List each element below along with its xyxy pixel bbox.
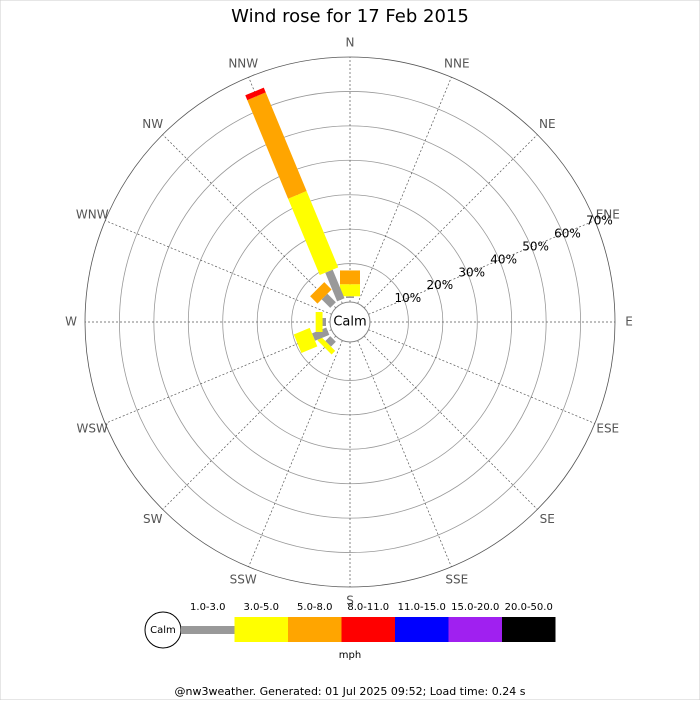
r-tick-label: 60% [554, 227, 581, 241]
legend-swatch [395, 617, 449, 642]
direction-label: ENE [596, 208, 620, 222]
spoke [162, 335, 337, 510]
spoke [357, 77, 452, 304]
bar-segment [288, 191, 339, 276]
legend-label: 20.0-50.0 [505, 602, 553, 613]
legend-label: 1.0-3.0 [190, 602, 225, 613]
bar-segment [245, 87, 266, 101]
direction-label: WNW [76, 208, 109, 222]
direction-label: NW [142, 117, 163, 131]
chart-title: Wind rose for 17 Feb 2015 [231, 6, 469, 27]
spoke [105, 329, 332, 424]
legend-label: 8.0-11.0 [347, 602, 389, 613]
direction-label: NNW [228, 57, 258, 71]
spoke [363, 335, 538, 510]
calm-circle [329, 301, 371, 343]
bar-segment [322, 318, 326, 326]
bar-segment [315, 312, 323, 332]
legend-swatch [502, 617, 556, 642]
legend-swatch [448, 617, 502, 642]
grid-ring [222, 194, 478, 450]
legend-swatch [181, 626, 235, 634]
legend-swatch [288, 617, 342, 642]
bar-segment [340, 284, 360, 297]
legend-swatch [234, 617, 288, 642]
grid-ring [291, 263, 409, 381]
bar-segment [325, 269, 345, 302]
legend-label: 15.0-20.0 [451, 602, 499, 613]
spoke [368, 220, 595, 315]
direction-label: W [65, 315, 77, 329]
direction-label: SSE [445, 572, 468, 586]
bar-segment [346, 296, 354, 298]
legend-label: 5.0-8.0 [297, 602, 332, 613]
bar-segment [247, 92, 307, 199]
spoke [162, 134, 337, 309]
direction-label: S [346, 594, 354, 608]
bar-segment [310, 282, 332, 304]
direction-label: SSW [230, 572, 257, 586]
legend-calm-label: Calm [150, 625, 176, 636]
direction-label: SW [143, 512, 163, 526]
spoke [248, 340, 343, 567]
bar-segment [340, 270, 360, 285]
legend-swatch [341, 617, 395, 642]
bar-segment [293, 327, 318, 353]
r-tick-label: 20% [426, 278, 453, 292]
r-tick-label: 50% [522, 240, 549, 254]
direction-label: ESE [596, 421, 619, 435]
grid-ring [119, 91, 581, 553]
legend-unit: mph [339, 650, 361, 661]
bar-segment [317, 336, 336, 355]
direction-label: N [346, 36, 355, 50]
spoke [368, 329, 595, 424]
r-tick-label: 40% [490, 252, 517, 266]
spoke [105, 220, 332, 315]
legend-label: 3.0-5.0 [244, 602, 279, 613]
direction-label: SE [540, 512, 555, 526]
direction-label: NE [539, 117, 556, 131]
direction-label: E [625, 315, 633, 329]
spoke [357, 340, 452, 567]
footer: @nw3weather. Generated: 01 Jul 2025 09:5… [175, 685, 526, 698]
bar-segment [321, 293, 336, 308]
spoke [363, 134, 538, 309]
direction-label: WSW [77, 421, 108, 435]
direction-label: NNE [444, 57, 470, 71]
r-tick-label: 10% [395, 291, 422, 305]
r-tick-label: 30% [458, 265, 485, 279]
bar-segment [325, 336, 336, 347]
r-tick-label: 70% [586, 214, 613, 228]
calm-label: Calm [333, 315, 366, 330]
legend-label: 11.0-15.0 [398, 602, 446, 613]
bar-segment [311, 327, 330, 341]
